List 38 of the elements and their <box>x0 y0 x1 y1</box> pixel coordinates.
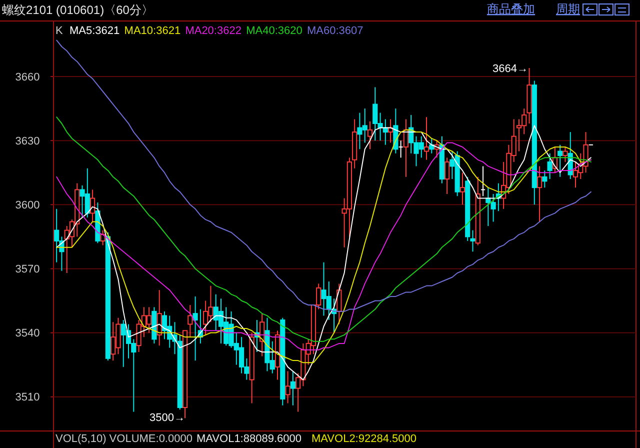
candlestick <box>285 370 290 404</box>
text: 周期 <box>556 2 580 16</box>
candlestick <box>536 166 542 222</box>
text: 商品叠加 <box>487 2 535 16</box>
annotation: 3500→ <box>150 412 185 424</box>
candlestick <box>290 370 296 406</box>
text: MA5:3621 <box>70 25 120 37</box>
y-tick-label: 3510 <box>15 392 40 404</box>
candlestick <box>398 140 404 158</box>
candlestick <box>367 120 373 150</box>
candlestick <box>90 189 96 222</box>
y-tick-label: 3660 <box>15 71 40 84</box>
legend-title: K <box>56 25 64 37</box>
y-tick-label: 3630 <box>15 135 40 148</box>
candlestick <box>542 170 548 188</box>
text: MA20:3622 <box>185 25 242 37</box>
y-tick-label: 3600 <box>15 199 40 212</box>
candlestick <box>424 116 430 160</box>
text: MA10:3621 <box>124 25 181 37</box>
chart-title: 螺纹2101 (010601)〈60分〉 <box>2 3 154 17</box>
candlestick <box>460 172 466 206</box>
candlestick <box>558 144 563 178</box>
candlestick <box>547 152 552 180</box>
candlestick <box>470 230 476 252</box>
text: VOL(5,10) VOLUME:0.0000 <box>56 433 192 445</box>
y-tick-label: 3570 <box>15 264 40 276</box>
text: MAVOL2:92284.5000 <box>312 433 416 445</box>
candlestick <box>480 166 486 197</box>
candlestick <box>156 290 162 346</box>
candlestick <box>562 146 568 162</box>
text: MA60:3607 <box>307 25 364 37</box>
text: MAVOL1:88089.6000 <box>196 433 302 445</box>
candlestick <box>188 304 193 338</box>
y-tick-label: 3540 <box>15 328 40 340</box>
candlestick <box>192 296 198 362</box>
annotation: 3664→ <box>492 63 528 75</box>
text: MA40:3620 <box>246 25 302 37</box>
candlestick <box>444 157 450 194</box>
